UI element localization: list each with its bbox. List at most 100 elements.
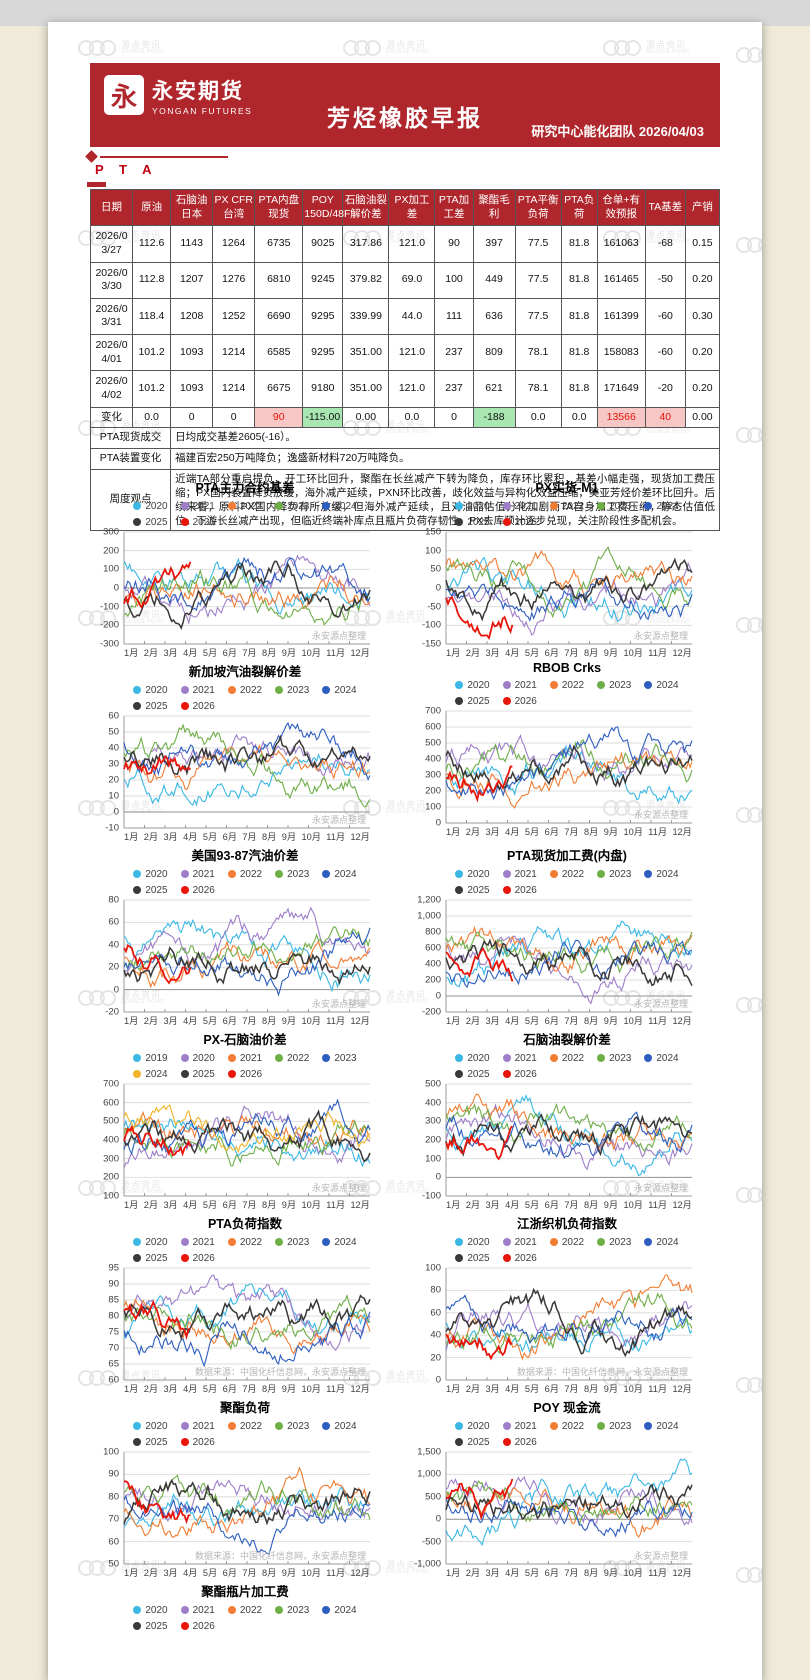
- watermark-logo-icon: [736, 806, 762, 823]
- y-tick-label: 60: [108, 1374, 119, 1386]
- chart-12: POY 现金流 2020 2021 2022 2023 2024 2025 2026 1,500…: [406, 1394, 728, 1578]
- series-line-2021: [445, 1475, 693, 1527]
- x-tick-label: 10月: [623, 1016, 643, 1026]
- series-line-2021: [123, 1274, 371, 1351]
- value-cell: 809: [472, 334, 516, 372]
- x-tick-label: 7月: [564, 1384, 579, 1394]
- legend-year-label: 2026: [514, 695, 537, 707]
- y-tick-label: 300: [425, 769, 441, 781]
- plot-area: 60 50 40 30 20 10 0 -10 永安源点整理: [86, 711, 404, 834]
- legend-item: 2025: [455, 1437, 490, 1448]
- brand-block: 永安期货 YONGAN FUTURES: [152, 75, 252, 116]
- chart-plot: 永安源点整理: [445, 710, 693, 824]
- y-tick-label: 500: [425, 1078, 441, 1090]
- series-line-2024: [445, 577, 693, 622]
- x-tick-label: 11月: [326, 1200, 346, 1210]
- y-tick-label: 200: [425, 785, 441, 797]
- series-line-2020: [445, 744, 693, 805]
- legend-year-label: 2020: [145, 500, 168, 512]
- x-tick-label: 1月: [446, 1568, 461, 1578]
- column-header: PTA负荷: [560, 188, 598, 227]
- x-tick-label: 7月: [564, 1016, 579, 1026]
- chart-title: 江浙织机负荷指数: [516, 1217, 617, 1231]
- x-tick-label: 9月: [603, 1568, 619, 1578]
- series-line-2019: [123, 1118, 371, 1168]
- x-tick-label: 1月: [124, 1200, 139, 1210]
- plot-area: 300 200 100 0 -100 -200 -300 永安源点整理: [86, 527, 404, 650]
- y-tick-label: 700: [103, 1078, 119, 1090]
- series-line-2023: [123, 568, 371, 626]
- y-tick-label: -50: [427, 601, 441, 613]
- info-row: 周度观点 近端TA部分重启提负，开工环比回升，聚酯在长丝减产下转为降负，库存环比累…: [89, 468, 720, 531]
- legend-item: 2026: [502, 1068, 537, 1080]
- watermark-logo-icon: [736, 1566, 762, 1583]
- y-tick-label: 95: [108, 1262, 119, 1274]
- legend-item: 2024: [644, 1421, 679, 1432]
- legend-item: 2021: [180, 685, 215, 696]
- value-cell: 621: [472, 370, 516, 408]
- y-tick-label: 300: [103, 1153, 119, 1165]
- legend-dot-icon: [275, 1054, 284, 1062]
- legend-dot-icon: [227, 1070, 236, 1078]
- info-label-cell: PTA装置变化: [89, 447, 172, 470]
- column-header: 产销: [684, 188, 721, 227]
- series-line-2025: [123, 560, 371, 631]
- value-cell: 0.0: [388, 406, 436, 429]
- x-tick-label: 5月: [524, 1568, 540, 1578]
- legend-year-label: 2022: [239, 684, 263, 696]
- y-tick-label: 20: [108, 774, 119, 786]
- x-tick-label: 5月: [524, 1200, 540, 1210]
- watermark-logo-icon: [736, 996, 762, 1013]
- series-line-2026: [123, 755, 192, 775]
- x-tick-label: 3月: [485, 1384, 500, 1394]
- chart-title: PTA主力合约基差: [195, 481, 295, 495]
- legend-dot-icon: [502, 681, 511, 689]
- legend-year-label: 2021: [192, 1236, 215, 1248]
- y-axis-labels: 700 600 500 400 300 200 100 0: [408, 706, 446, 829]
- legend-item: 2024: [322, 1605, 357, 1616]
- chart-legend: 2020 2021 2022 2023 2024 2025 2026: [133, 866, 357, 898]
- legend-year-label: 2021: [514, 679, 537, 691]
- value-cell: 112.8: [132, 261, 172, 299]
- x-tick-label: 12月: [350, 648, 370, 658]
- x-tick-label: 3月: [163, 1016, 178, 1026]
- x-tick-label: 4月: [505, 1016, 520, 1026]
- legend-year-label: 2026: [514, 516, 537, 528]
- legend-year-label: 2022: [561, 1236, 585, 1248]
- chart-plot: 永安源点整理: [123, 531, 371, 645]
- legend-item: 2025: [455, 1253, 490, 1264]
- legend-item: 2024: [644, 680, 679, 691]
- legend-dot-icon: [644, 1422, 653, 1430]
- legend-item: 2024: [322, 501, 357, 512]
- legend-item: 2026: [180, 701, 215, 712]
- legend-year-label: 2026: [192, 1252, 215, 1264]
- x-tick-label: 1月: [124, 1568, 139, 1578]
- x-tick-label: 11月: [326, 648, 346, 658]
- legend-item: 2021: [180, 869, 215, 880]
- legend-year-label: 2023: [287, 1236, 310, 1248]
- chart-source-watermark: 永安源点整理: [312, 998, 366, 1009]
- x-tick-label: 10月: [623, 1568, 643, 1578]
- x-tick-label: 1月: [446, 648, 461, 658]
- legend-row: 2025 2026: [455, 1250, 678, 1266]
- value-cell: 9245: [302, 261, 344, 299]
- value-cell: -115.00: [302, 406, 344, 429]
- legend-row: 2020 2021 2022 2023 2024: [133, 1418, 357, 1434]
- legend-dot-icon: [597, 502, 606, 510]
- legend-dot-icon: [322, 870, 331, 878]
- value-cell: 40: [644, 406, 686, 429]
- legend-dot-icon: [180, 1622, 189, 1630]
- legend-year-label: 2026: [514, 1068, 537, 1080]
- legend-dot-icon: [502, 1254, 511, 1262]
- series-line-2024: [123, 556, 371, 611]
- legend-year-label: 2020: [145, 1604, 168, 1616]
- legend-dot-icon: [644, 1054, 653, 1062]
- legend-year-label: 2026: [192, 884, 215, 896]
- series-line-2024: [445, 1497, 693, 1538]
- legend-year-label: 2026: [514, 1436, 537, 1448]
- value-cell: 351.00: [342, 334, 390, 372]
- legend-year-label: 2025: [145, 700, 168, 712]
- y-tick-label: -150: [421, 638, 441, 650]
- x-tick-label: 11月: [326, 1384, 346, 1394]
